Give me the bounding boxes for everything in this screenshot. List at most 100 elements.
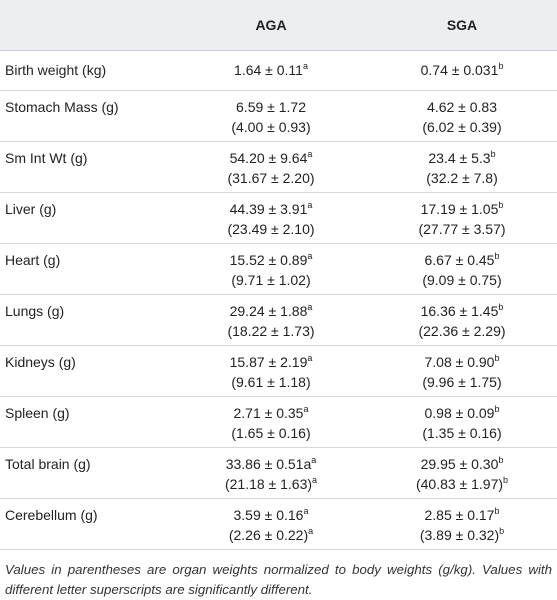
row-label: Liver (g) — [0, 192, 175, 244]
value-cell: 1.64 ± 0.11a — [175, 50, 367, 91]
value-cell: 33.86 ± 0.51aa (21.18 ± 1.63)a — [175, 447, 367, 499]
value-text: (27.77 ± 3.57) — [418, 221, 506, 237]
value-cell: 7.08 ± 0.90b (9.96 ± 1.75) — [367, 345, 557, 397]
value-line: 29.24 ± 1.88a — [175, 301, 367, 321]
value-text: 23.4 ± 5.3 — [428, 150, 491, 166]
superscript: a — [307, 353, 313, 363]
value-line: (1.35 ± 0.16) — [367, 423, 557, 443]
value-line: 17.19 ± 1.05b — [367, 199, 557, 219]
value-line: 29.95 ± 0.30b — [367, 454, 557, 474]
value-line: 2.85 ± 0.17b — [367, 505, 557, 525]
value-cell: 16.36 ± 1.45b (22.36 ± 2.29) — [367, 294, 557, 346]
value-text: 7.08 ± 0.90 — [424, 354, 495, 370]
value-cell: 17.19 ± 1.05b (27.77 ± 3.57) — [367, 192, 557, 244]
value-text: 6.59 ± 1.72 — [236, 99, 306, 115]
table-body: Birth weight (kg) 1.64 ± 0.11a 0.74 ± 0.03… — [0, 50, 557, 550]
header-cell: SGA — [367, 0, 557, 51]
value-text: (9.71 ± 1.02) — [231, 272, 311, 288]
value-text: (1.35 ± 0.16) — [422, 425, 502, 441]
value-line: 0.74 ± 0.031b — [367, 60, 557, 80]
superscript: b — [498, 61, 504, 71]
value-cell: 2.85 ± 0.17b (3.89 ± 0.32)b — [367, 498, 557, 550]
value-cell: 6.59 ± 1.72 (4.00 ± 0.93) — [175, 90, 367, 142]
value-text: (9.09 ± 0.75) — [422, 272, 502, 288]
row-label: Sm Int Wt (g) — [0, 141, 175, 193]
row-label: Heart (g) — [0, 243, 175, 295]
value-text: (1.65 ± 0.16) — [231, 425, 311, 441]
value-text: 17.19 ± 1.05 — [420, 201, 499, 217]
superscript: a — [307, 149, 313, 159]
value-line: 1.64 ± 0.11a — [175, 60, 367, 80]
row-label: Stomach Mass (g) — [0, 90, 175, 142]
row-label: Cerebellum (g) — [0, 498, 175, 550]
value-text: 33.86 ± 0.51a — [225, 456, 312, 472]
table-row: Sm Int Wt (g) 54.20 ± 9.64a (31.67 ± 2.20)… — [0, 141, 557, 193]
value-text: (9.61 ± 1.18) — [231, 374, 311, 390]
value-text: (9.96 ± 1.75) — [422, 374, 502, 390]
table-row: Liver (g) 44.39 ± 3.91a (23.49 ± 2.10) 17.1… — [0, 192, 557, 244]
value-line: (9.61 ± 1.18) — [175, 372, 367, 392]
value-cell: 54.20 ± 9.64a (31.67 ± 2.20) — [175, 141, 367, 193]
value-text: (18.22 ± 1.73) — [227, 323, 315, 339]
value-line: (4.00 ± 0.93) — [175, 117, 367, 137]
value-line: (2.26 ± 0.22)a — [175, 525, 367, 545]
table-row: Lungs (g) 29.24 ± 1.88a (18.22 ± 1.73) 16.3… — [0, 294, 557, 346]
value-text: 2.71 ± 0.35 — [233, 405, 304, 421]
table-row: Stomach Mass (g) 6.59 ± 1.72 (4.00 ± 0.93)… — [0, 90, 557, 142]
value-text: 6.67 ± 0.45 — [424, 252, 495, 268]
value-cell: 0.74 ± 0.031b — [367, 50, 557, 91]
value-text: (4.00 ± 0.93) — [231, 119, 311, 135]
value-line: 6.67 ± 0.45b — [367, 250, 557, 270]
value-line: (1.65 ± 0.16) — [175, 423, 367, 443]
superscript: a — [312, 475, 318, 485]
row-label: Total brain (g) — [0, 447, 175, 499]
value-text: 29.95 ± 0.30 — [420, 456, 499, 472]
row-label: Spleen (g) — [0, 396, 175, 448]
value-cell: 0.98 ± 0.09b (1.35 ± 0.16) — [367, 396, 557, 448]
value-cell: 29.95 ± 0.30b (40.83 ± 1.97) b — [367, 447, 557, 499]
value-cell: 15.52 ± 0.89a (9.71 ± 1.02) — [175, 243, 367, 295]
table-row: Kidneys (g) 15.87 ± 2.19a (9.61 ± 1.18) 7.0… — [0, 345, 557, 397]
value-text: 16.36 ± 1.45 — [420, 303, 499, 319]
table-row: Spleen (g) 2.71 ± 0.35a (1.65 ± 0.16) 0.98 … — [0, 396, 557, 448]
value-line: 54.20 ± 9.64a — [175, 148, 367, 168]
value-line: 44.39 ± 3.91a — [175, 199, 367, 219]
superscript: b — [499, 526, 505, 536]
value-text: (40.83 ± 1.97) — [415, 476, 504, 492]
value-line: (31.67 ± 2.20) — [175, 168, 367, 188]
table-row: Heart (g) 15.52 ± 0.89a (9.71 ± 1.02) 6.67 … — [0, 243, 557, 295]
row-label: Birth weight (kg) — [0, 50, 175, 91]
value-line: 15.52 ± 0.89a — [175, 250, 367, 270]
value-text: 29.24 ± 1.88 — [229, 303, 308, 319]
value-line: 6.59 ± 1.72 — [175, 97, 367, 117]
value-cell: 23.4 ± 5.3b (32.2 ± 7.8) — [367, 141, 557, 193]
value-line: (22.36 ± 2.29) — [367, 321, 557, 341]
value-text: 15.87 ± 2.19 — [229, 354, 308, 370]
superscript: b — [490, 149, 496, 159]
superscript: b — [494, 251, 500, 261]
table-row: Birth weight (kg) 1.64 ± 0.11a 0.74 ± 0.03… — [0, 50, 557, 91]
value-text: (32.2 ± 7.8) — [426, 170, 498, 186]
value-line: (3.89 ± 0.32)b — [367, 525, 557, 545]
row-label: Lungs (g) — [0, 294, 175, 346]
value-line: 15.87 ± 2.19a — [175, 352, 367, 372]
value-line: (6.02 ± 0.39) — [367, 117, 557, 137]
value-line: (32.2 ± 7.8) — [367, 168, 557, 188]
table-row: Cerebellum (g) 3.59 ± 0.16a (2.26 ± 0.22)a… — [0, 498, 557, 550]
header-cell: AGA — [175, 0, 367, 51]
value-cell: 4.62 ± 0.83 (6.02 ± 0.39) — [367, 90, 557, 142]
value-text: 54.20 ± 9.64 — [229, 150, 308, 166]
row-label: Kidneys (g) — [0, 345, 175, 397]
value-line: 0.98 ± 0.09b — [367, 403, 557, 423]
superscript: a — [308, 526, 314, 536]
value-text: (22.36 ± 2.29) — [418, 323, 506, 339]
value-text: (3.89 ± 0.32) — [419, 527, 500, 543]
superscript: b — [498, 200, 504, 210]
value-line: 23.4 ± 5.3b — [367, 148, 557, 168]
superscript: b — [498, 455, 504, 465]
value-line: (9.09 ± 0.75) — [367, 270, 557, 290]
value-line: (9.71 ± 1.02) — [175, 270, 367, 290]
value-line: (27.77 ± 3.57) — [367, 219, 557, 239]
value-text: 0.98 ± 0.09 — [424, 405, 495, 421]
